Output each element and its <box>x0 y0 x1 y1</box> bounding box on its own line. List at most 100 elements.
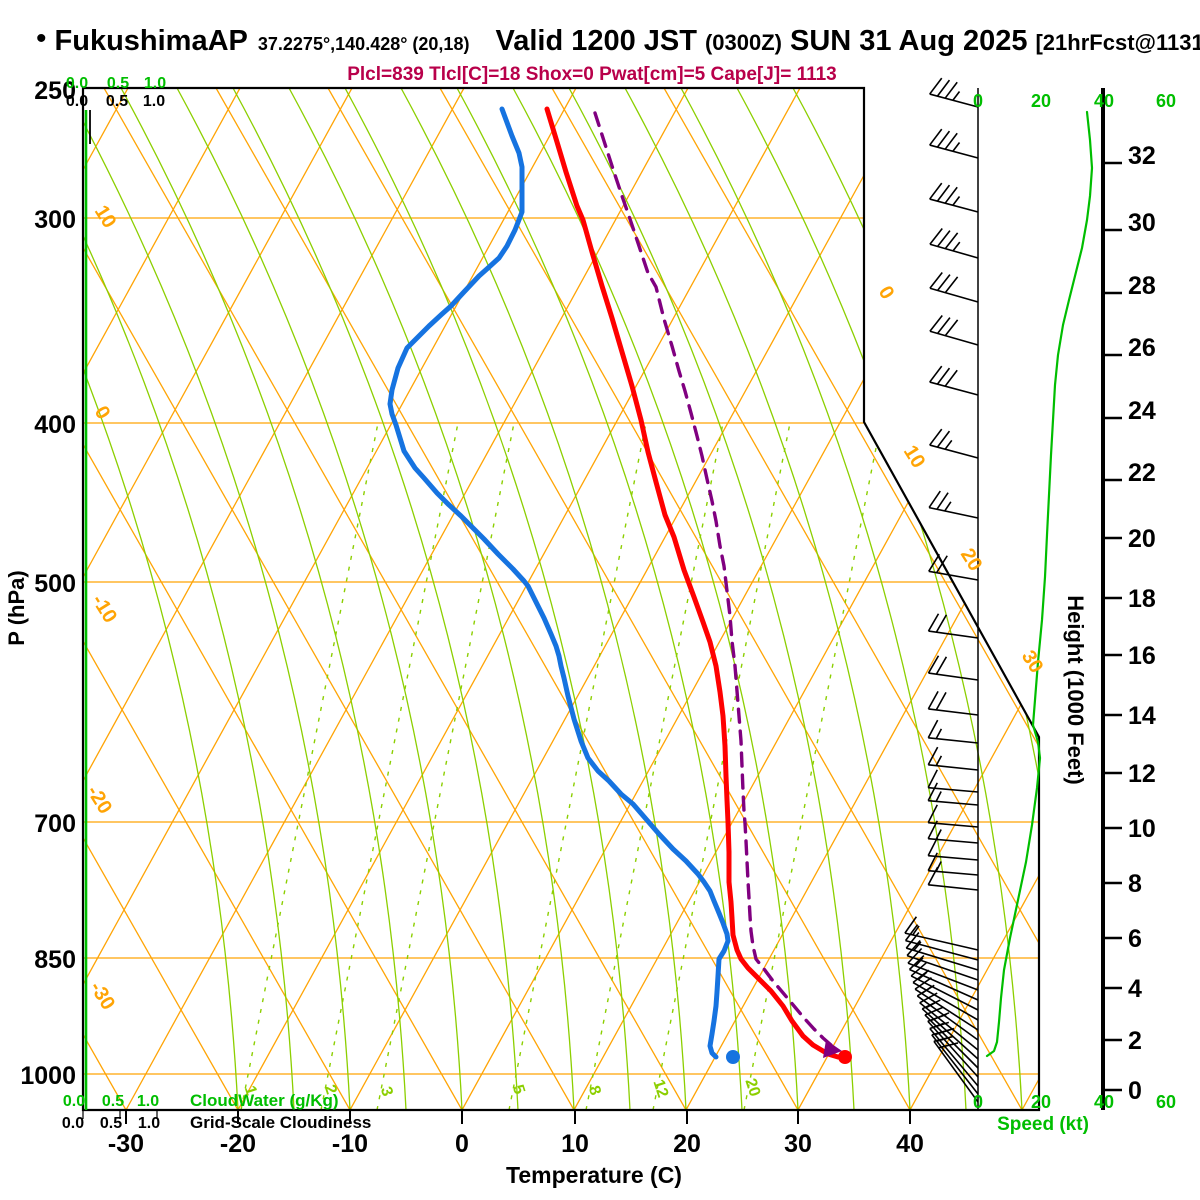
pressure-tick-250: 250 <box>34 77 76 105</box>
height-tick-24: 24 <box>1128 397 1156 425</box>
stability-parameters: Plcl=839 Tlcl[C]=18 Shox=0 Pwat[cm]=5 Ca… <box>347 64 837 85</box>
height-tick-18: 18 <box>1128 585 1156 613</box>
dry-adiabat-line <box>83 88 351 1110</box>
height-tick-28: 28 <box>1128 272 1156 300</box>
temp-tick-40: 40 <box>896 1130 924 1158</box>
pressure-tick-400: 400 <box>34 411 76 439</box>
height-tick-4: 4 <box>1128 975 1142 1003</box>
temp-tick-30: 30 <box>784 1130 812 1158</box>
isotherm-label-10: 10 <box>899 442 929 473</box>
height-axis-label: Height (1000 Feet) <box>1063 595 1088 785</box>
temp-ticks <box>125 1110 911 1124</box>
moist-adiabat-line <box>624 88 911 1110</box>
isotherm-line <box>573 88 1039 1110</box>
parcel-curve <box>593 111 838 1052</box>
wind-barb <box>927 655 979 681</box>
mixing-ratio-line <box>508 422 647 1110</box>
cloudiness-bottom-1: 1.0 <box>138 1115 160 1132</box>
speed-curve <box>985 110 1094 1058</box>
speed-axis-label: Speed (kt) <box>997 1114 1089 1135</box>
moist-adiabat-line <box>83 88 239 1110</box>
moist-adiabat-line <box>232 88 519 1110</box>
temp-tick--10: -10 <box>332 1130 368 1158</box>
moist-adiabat-line <box>680 88 967 1110</box>
wind-barb <box>929 227 979 259</box>
mixratio-label-12: 12 <box>649 1078 671 1100</box>
dry-adiabat-line <box>83 88 463 1110</box>
mixing-ratio-line <box>743 422 882 1110</box>
wind-barb <box>928 553 979 581</box>
temp-tick--20: -20 <box>220 1130 256 1158</box>
height-tick-6: 6 <box>1128 925 1142 953</box>
forecast-hour: [21hrFcst@1131z] <box>1035 30 1200 55</box>
surface-temp-dot <box>838 1050 852 1064</box>
wind-barbs <box>904 77 979 1103</box>
height-tick-16: 16 <box>1128 642 1156 670</box>
station-bullet-icon: • <box>36 22 47 55</box>
grid-lines <box>83 88 1039 1110</box>
wind-barb <box>927 613 979 639</box>
temperature-curve <box>544 106 841 1060</box>
cloudiness-top-0: 0.0 <box>66 93 88 110</box>
moist-adiabat-line <box>456 88 743 1110</box>
pressure-tick-700: 700 <box>34 810 76 838</box>
height-tick-10: 10 <box>1128 815 1156 843</box>
dry-adiabat-line <box>551 88 1039 1110</box>
wind-barb <box>927 769 979 793</box>
wind-barb <box>927 837 979 861</box>
speed-bottom-20: 20 <box>1031 1092 1051 1112</box>
wind-barb <box>927 782 979 806</box>
mixratio-label-3: 3 <box>377 1085 396 1099</box>
pressure-axis-label: P (hPa) <box>4 570 29 645</box>
speed-top-40: 40 <box>1094 91 1114 111</box>
wind-barb <box>916 984 979 1041</box>
temp-tick-10: 10 <box>561 1130 589 1158</box>
moist-adiabat-line <box>120 88 407 1110</box>
mixratio-label-20: 20 <box>741 1077 763 1099</box>
height-ticks <box>1104 161 1122 1092</box>
station-name: FukushimaAP <box>54 25 248 57</box>
dry-adiabat-line <box>439 88 1023 1110</box>
wind-barb <box>933 1035 979 1103</box>
moist-adiabat-line <box>83 88 351 1110</box>
wind-barb <box>929 365 979 396</box>
speed-bottom-40: 40 <box>1094 1092 1114 1112</box>
speed-top-0: 0 <box>973 91 983 111</box>
wind-barb <box>929 271 979 303</box>
cloudwater-bottom-1: 1.0 <box>137 1093 159 1110</box>
isotherm-line <box>461 88 1025 1110</box>
isotherm-line <box>685 88 1039 1110</box>
chart-header: • FukushimaAP 37.2275°,140.428° (20,18) … <box>36 22 1200 58</box>
height-tick-14: 14 <box>1128 702 1156 730</box>
cloudiness-label: Grid-Scale Cloudiness <box>190 1113 371 1132</box>
temp-tick-0: 0 <box>455 1130 469 1158</box>
moist-adiabat-line <box>736 88 1023 1110</box>
cloudiness-bottom-0: 0.0 <box>62 1115 84 1132</box>
mixing-ratio-line <box>240 422 379 1110</box>
cloudwater-top-1: 1.0 <box>144 75 166 92</box>
isotherm-line <box>237 88 801 1110</box>
temp-tick-20: 20 <box>673 1130 701 1158</box>
speed-bottom-60: 60 <box>1156 1092 1176 1112</box>
wind-barb <box>929 314 979 346</box>
wind-barb <box>929 77 979 108</box>
cloudwater-bottom-05: 0.5 <box>102 1093 124 1110</box>
isotherm-label-20: 20 <box>956 545 986 576</box>
isotherm-line <box>349 88 913 1110</box>
wind-barb <box>908 955 979 1001</box>
height-tick-22: 22 <box>1128 459 1156 487</box>
height-tick-8: 8 <box>1128 870 1142 898</box>
cloudiness-top-1: 1.0 <box>143 93 165 110</box>
wind-barb <box>927 866 979 891</box>
height-tick-30: 30 <box>1128 209 1156 237</box>
wind-barb <box>928 490 979 519</box>
height-tick-20: 20 <box>1128 525 1156 553</box>
cloudiness-bottom-05: 0.5 <box>100 1115 122 1132</box>
dry-adiabat-line <box>103 88 687 1110</box>
wind-barb <box>929 128 979 159</box>
speed-bottom-0: 0 <box>973 1092 983 1112</box>
isotherm-line <box>83 88 465 1110</box>
wind-barb <box>921 999 979 1060</box>
cloudwater-label: CloudWater (g/Kg) <box>190 1091 339 1110</box>
